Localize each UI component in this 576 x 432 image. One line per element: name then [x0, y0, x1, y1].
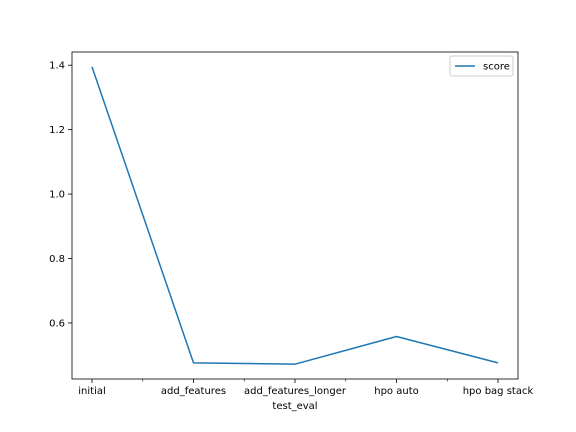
x-axis-label: test_eval	[272, 401, 317, 412]
legend-label-score: score	[483, 62, 510, 73]
x-tick-label-4: hpo bag stack	[463, 386, 534, 397]
y-tick-label-3: 1.2	[49, 125, 65, 136]
y-tick-label-2: 1.0	[49, 190, 65, 201]
y-tick-label-4: 1.4	[49, 61, 65, 72]
x-tick-label-1: add_features	[161, 386, 226, 397]
x-tick-label-0: initial	[78, 386, 106, 397]
x-tick-label-3: hpo auto	[374, 386, 419, 397]
legend: score	[450, 56, 513, 76]
y-tick-label-1: 0.8	[49, 254, 65, 265]
y-tick-label-0: 0.6	[49, 318, 65, 329]
x-tick-label-2: add_features_longer	[244, 386, 347, 397]
